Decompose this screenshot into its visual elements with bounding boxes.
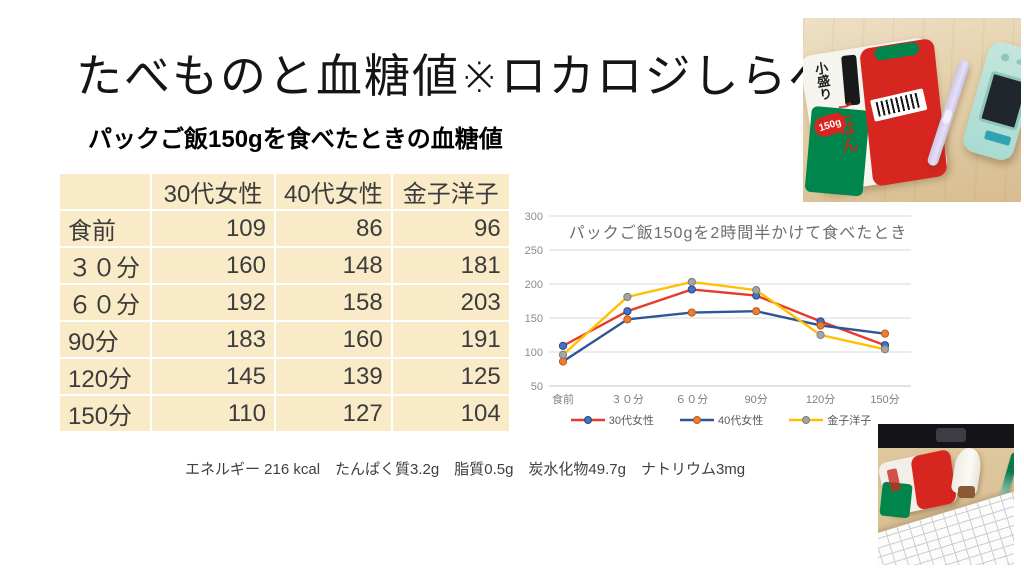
table-row: 120分 145 139 125: [58, 357, 511, 396]
row-label: 150分: [58, 394, 152, 433]
y-axis-tick: 50: [531, 381, 543, 393]
table-header-row: 30代女性 40代女性 金子洋子: [58, 172, 511, 211]
column-header: 30代女性: [150, 172, 276, 211]
glucose-meter-image: [960, 39, 1021, 163]
photo-eaten-rice-and-record-sheet: [878, 424, 1014, 565]
nutrition-facts-line: エネルギー 216 kcal たんぱく質3.2g 脂質0.5g 炭水化物49.7…: [185, 461, 746, 478]
table-row: 150分 110 127 104: [58, 394, 511, 433]
data-point-marker: [752, 286, 761, 295]
value-cell: 148: [274, 246, 393, 285]
table-row: 食前 109 86 96: [58, 209, 511, 248]
glucose-values-table: 30代女性 40代女性 金子洋子 食前 109 86 96 ３０分 160 148 181 ６０分 19…: [58, 172, 511, 433]
meter-screen: [977, 70, 1021, 132]
value-cell: 181: [390, 246, 511, 285]
background-object: [936, 428, 966, 442]
data-point-marker: [558, 341, 568, 350]
series-line: [562, 288, 886, 347]
chart-plot-area: 50 100 150 200 250 300 食前 ３０分 ６０分 90分 120分 150分 パックご…: [525, 211, 911, 406]
x-axis-tick: 食前: [552, 392, 574, 406]
value-cell: 145: [150, 357, 276, 396]
chart-title: パックご飯150gを2時間半かけて食べたとき: [569, 224, 908, 242]
meter-button: [1000, 52, 1011, 63]
value-cell: 104: [390, 394, 511, 433]
value-cell: 127: [274, 394, 393, 433]
x-axis-tick: ３０分: [611, 393, 644, 406]
y-axis-tick: 200: [525, 279, 543, 291]
legend-item: 30代女性: [570, 412, 654, 428]
row-label: 120分: [58, 357, 152, 396]
series-line: [562, 280, 886, 356]
value-cell: 86: [274, 209, 393, 248]
data-point-marker: [623, 292, 632, 302]
column-header: 40代女性: [274, 172, 393, 211]
data-point-marker: [687, 308, 696, 317]
legend-label: 40代女性: [718, 415, 764, 427]
legend-swatch: [789, 416, 824, 424]
value-cell: 158: [274, 283, 393, 322]
y-axis-tick: 150: [525, 313, 543, 325]
data-point-marker: [687, 285, 696, 294]
corner-cell: [58, 172, 152, 211]
series-line: [562, 309, 886, 363]
meter-button-2: [1015, 58, 1021, 66]
value-cell: 160: [274, 320, 393, 359]
rice-pack-dark-print: [841, 54, 861, 106]
data-point-marker: [687, 277, 696, 287]
chart-legend: 30代女性 40代女性 金子洋子: [523, 412, 919, 428]
rice-pack-image: 小盛り ごはん 150g: [803, 36, 949, 197]
row-label: ６０分: [58, 283, 152, 322]
legend-swatch: [570, 416, 605, 424]
rice-pack-lid-image: [878, 448, 959, 519]
data-point-marker: [816, 321, 825, 330]
column-header: 金子洋子: [390, 172, 511, 211]
value-cell: 125: [390, 357, 511, 396]
rice-pack-size-text: 小盛り: [812, 60, 834, 102]
value-cell: 109: [150, 209, 276, 248]
data-point-marker: [623, 307, 632, 316]
row-label: ３０分: [58, 246, 152, 285]
data-point-marker: [558, 357, 568, 366]
table-row: ６０分 192 158 203: [58, 283, 511, 322]
background-dark-strip: [878, 424, 1014, 448]
value-cell: 139: [274, 357, 393, 396]
y-axis-tick: 300: [525, 211, 543, 223]
data-point-marker: [752, 307, 761, 316]
glucose-line-chart: 50 100 150 200 250 300 食前 ３０分 ６０分 90分 120分 150分 パックご…: [523, 204, 919, 428]
meter-brand-label: [983, 130, 1012, 146]
legend-swatch: [680, 416, 714, 424]
legend-label: 30代女性: [608, 415, 654, 427]
x-axis-tick: 90分: [745, 393, 768, 406]
y-axis-tick: 100: [525, 347, 543, 359]
row-label: 食前: [58, 209, 152, 248]
data-point-marker: [623, 315, 632, 324]
photo-rice-pack-and-glucose-meter: 小盛り ごはん 150g: [803, 18, 1021, 202]
tea-cup-image: [958, 486, 975, 498]
lid-red-area: [910, 448, 957, 511]
value-cell: 203: [390, 283, 511, 322]
legend-item: 金子洋子: [789, 412, 871, 428]
value-cell: 110: [150, 394, 276, 433]
value-cell: 160: [150, 246, 276, 285]
slide-subtitle: パックご飯150gを食べたときの血糖値: [88, 126, 503, 153]
x-axis-tick: ６０分: [675, 393, 708, 406]
table-row: 90分 183 160 191: [58, 320, 511, 359]
x-axis-tick: 120分: [806, 393, 835, 406]
slide-title: たべものと血糖値※ロカロジしらべ: [76, 50, 837, 102]
row-label: 90分: [58, 320, 152, 359]
value-cell: 191: [390, 320, 511, 359]
data-point-marker: [880, 329, 890, 338]
legend-item: 40代女性: [680, 412, 763, 428]
data-point-marker: [816, 330, 825, 340]
value-cell: 96: [390, 209, 511, 248]
y-axis-tick: 250: [525, 245, 543, 257]
table-row: ３０分 160 148 181: [58, 246, 511, 285]
value-cell: 192: [150, 283, 276, 322]
value-cell: 183: [150, 320, 276, 359]
data-point-marker: [880, 345, 890, 354]
x-axis-tick: 150分: [870, 393, 899, 406]
data-point-marker: [558, 350, 568, 359]
legend-label: 金子洋子: [827, 415, 872, 427]
